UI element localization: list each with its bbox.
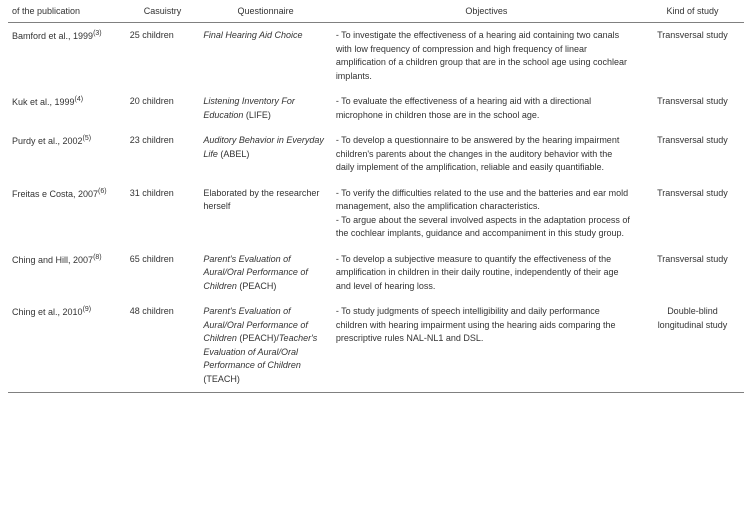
cell-kind: Transversal study <box>641 89 744 128</box>
pub-author: Ching et al., 2010 <box>12 307 83 317</box>
cell-objectives: - To verify the difficulties related to … <box>332 181 641 247</box>
quest-plain: (PEACH) <box>239 281 276 291</box>
cell-objectives: - To evaluate the effectiveness of a hea… <box>332 89 641 128</box>
pub-ref: (5) <box>83 135 92 142</box>
pub-author: Bamford et al., 1999 <box>12 31 93 41</box>
cell-questionnaire: Auditory Behavior in Everyday Life (ABEL… <box>199 128 331 181</box>
cell-questionnaire: Final Hearing Aid Choice <box>199 23 331 90</box>
cell-objectives: - To investigate the effectiveness of a … <box>332 23 641 90</box>
table-row: Bamford et al., 1999(3) 25 children Fina… <box>8 23 744 90</box>
cell-casuistry: 48 children <box>126 299 200 393</box>
cell-objectives: - To develop a questionnaire to be answe… <box>332 128 641 181</box>
cell-casuistry: 31 children <box>126 181 200 247</box>
cell-objectives: - To study judgments of speech intelligi… <box>332 299 641 393</box>
quest-plain: (PEACH)/ <box>237 333 279 343</box>
table-row: Kuk et al., 1999(4) 20 children Listenin… <box>8 89 744 128</box>
pub-author: Ching and Hill, 2007 <box>12 255 93 265</box>
studies-table: of the publication Casuistry Questionnai… <box>8 4 744 393</box>
cell-kind: Transversal study <box>641 128 744 181</box>
quest-plain2: (TEACH) <box>203 374 240 384</box>
col-header-casuistry: Casuistry <box>126 4 200 23</box>
cell-casuistry: 23 children <box>126 128 200 181</box>
cell-kind: Transversal study <box>641 181 744 247</box>
cell-publication: Freitas e Costa, 2007(6) <box>8 181 126 247</box>
cell-casuistry: 65 children <box>126 247 200 300</box>
pub-ref: (6) <box>98 188 107 195</box>
quest-italic: Final Hearing Aid Choice <box>203 30 302 40</box>
cell-objectives: - To develop a subjective measure to qua… <box>332 247 641 300</box>
table-body: Bamford et al., 1999(3) 25 children Fina… <box>8 23 744 393</box>
cell-publication: Purdy et al., 2002(5) <box>8 128 126 181</box>
cell-kind: Double-blind longitudinal study <box>641 299 744 393</box>
table-header-row: of the publication Casuistry Questionnai… <box>8 4 744 23</box>
pub-author: Purdy et al., 2002 <box>12 136 83 146</box>
pub-author: Freitas e Costa, 2007 <box>12 189 98 199</box>
cell-questionnaire: Elaborated by the researcher herself <box>199 181 331 247</box>
cell-questionnaire: Parent's Evaluation of Aural/Oral Perfor… <box>199 247 331 300</box>
cell-publication: Ching et al., 2010(9) <box>8 299 126 393</box>
quest-plain: (ABEL) <box>218 149 250 159</box>
cell-casuistry: 20 children <box>126 89 200 128</box>
col-header-objectives: Objectives <box>332 4 641 23</box>
cell-casuistry: 25 children <box>126 23 200 90</box>
cell-questionnaire: Listening Inventory For Education (LIFE) <box>199 89 331 128</box>
cell-publication: Bamford et al., 1999(3) <box>8 23 126 90</box>
table-row: Purdy et al., 2002(5) 23 children Audito… <box>8 128 744 181</box>
table-row: Freitas e Costa, 2007(6) 31 children Ela… <box>8 181 744 247</box>
cell-publication: Kuk et al., 1999(4) <box>8 89 126 128</box>
col-header-questionnaire: Questionnaire <box>199 4 331 23</box>
pub-ref: (8) <box>93 254 102 261</box>
cell-kind: Transversal study <box>641 23 744 90</box>
pub-ref: (3) <box>93 30 102 37</box>
cell-kind: Transversal study <box>641 247 744 300</box>
col-header-publication: of the publication <box>8 4 126 23</box>
table-row: Ching et al., 2010(9) 48 children Parent… <box>8 299 744 393</box>
pub-ref: (9) <box>83 306 92 313</box>
col-header-kind: Kind of study <box>641 4 744 23</box>
cell-publication: Ching and Hill, 2007(8) <box>8 247 126 300</box>
pub-author: Kuk et al., 1999 <box>12 97 75 107</box>
table-row: Ching and Hill, 2007(8) 65 children Pare… <box>8 247 744 300</box>
cell-questionnaire: Parent's Evaluation of Aural/Oral Perfor… <box>199 299 331 393</box>
quest-plain: (LIFE) <box>243 110 271 120</box>
quest-plain: Elaborated by the researcher herself <box>203 188 319 212</box>
pub-ref: (4) <box>75 96 84 103</box>
